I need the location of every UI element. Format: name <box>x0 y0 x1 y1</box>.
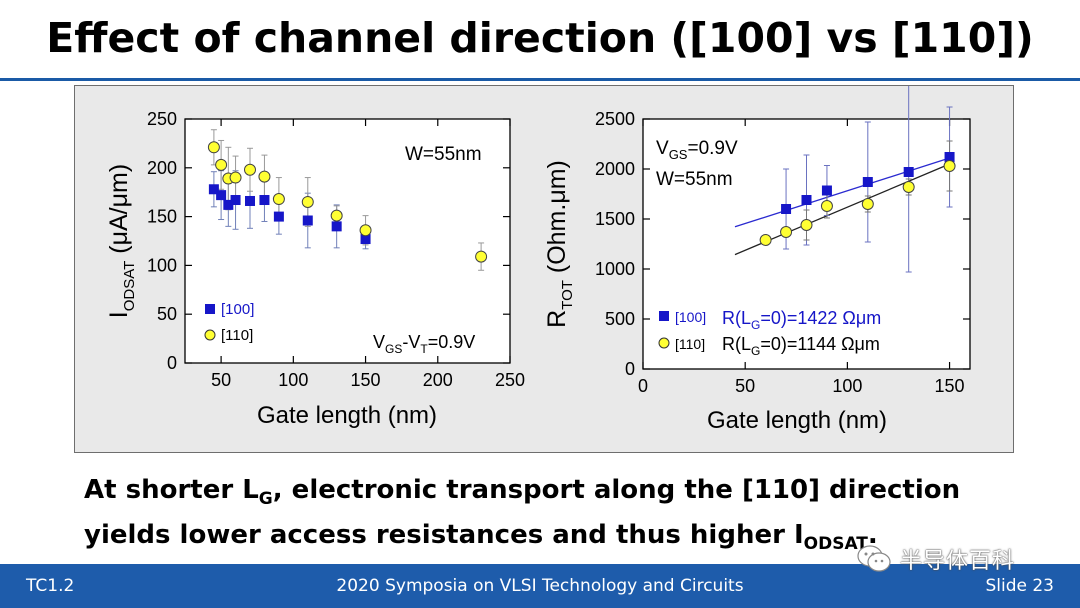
y-axis-label: IODSAT (μA/μm) <box>105 164 138 318</box>
data-point-100 <box>781 204 792 214</box>
data-point-110 <box>244 163 256 176</box>
figure-panel: 50 100 150 200 250 0 50 100 150 200 250 Gate lengt… <box>74 85 1014 453</box>
data-point-110 <box>272 193 285 206</box>
x-tick-label: 200 <box>423 370 453 390</box>
x-tick-label: 50 <box>735 376 755 396</box>
data-point-100 <box>801 195 812 205</box>
y-tick-label: 1000 <box>595 259 635 279</box>
footer-bar: TC1.2 2020 Symposia on VLSI Technology a… <box>0 564 1080 608</box>
y-tick-label: 2000 <box>595 159 635 179</box>
data-point-110 <box>800 219 813 231</box>
y-tick-label: 0 <box>167 353 177 373</box>
data-point-100 <box>821 185 832 196</box>
data-point-110 <box>359 224 372 237</box>
data-point-100 <box>208 184 219 195</box>
x-tick-label: 100 <box>278 370 308 390</box>
data-point-100 <box>862 177 873 187</box>
data-point-110 <box>943 160 956 172</box>
y-tick-label: 200 <box>147 158 177 178</box>
data-point-110 <box>861 198 874 210</box>
watermark-text: 半导体百科 <box>900 549 1016 574</box>
data-point-100 <box>216 190 227 201</box>
data-point-110 <box>215 158 228 171</box>
axis-ticks: 50 100 150 200 250 0 50 100 150 200 250 <box>147 109 525 390</box>
x-tick-label: 150 <box>351 370 381 390</box>
data-point-100 <box>360 234 371 245</box>
data-point-100 <box>331 221 342 232</box>
x-axis-label: Gate length (nm) <box>707 407 887 434</box>
data-point-100 <box>944 152 955 162</box>
data-points <box>759 86 956 273</box>
data-point-100 <box>230 195 241 206</box>
y-tick-label: 150 <box>147 207 177 227</box>
data-points <box>207 129 488 271</box>
data-point-100 <box>302 215 313 226</box>
width-annotation: W=55nm <box>656 169 733 190</box>
data-point-110 <box>780 226 793 238</box>
data-point-110 <box>207 141 220 154</box>
x-tick-label: 250 <box>495 370 525 390</box>
x-tick-label: 100 <box>832 376 862 396</box>
y-tick-label: 0 <box>625 359 635 379</box>
conclusion-text: At shorter LG, electronic transport alon… <box>84 472 1044 562</box>
data-point-110 <box>902 181 915 193</box>
plot-frame <box>184 118 511 364</box>
legend: [100] R(LG=0)=1422 Ωμm [110] R(LG=0)=114… <box>658 308 881 358</box>
legend-tag-110: [110] <box>675 336 705 352</box>
wechat-icon <box>857 545 891 572</box>
legend: [100] [110] <box>204 301 254 344</box>
footer-session-id: TC1.2 <box>26 576 75 596</box>
data-point-110 <box>229 171 242 184</box>
y-tick-label: 100 <box>147 255 177 275</box>
y-tick-label: 50 <box>157 304 177 324</box>
data-point-110 <box>301 195 314 208</box>
x-tick-label: 150 <box>935 376 965 396</box>
x-axis-label: Gate length (nm) <box>257 402 437 429</box>
data-point-110 <box>258 170 271 183</box>
data-point-110 <box>475 250 488 263</box>
title-underline <box>0 78 1080 81</box>
legend-label-100: R(LG=0)=1422 Ωμm <box>722 308 881 332</box>
data-point-110 <box>820 200 833 212</box>
y-tick-label: 250 <box>147 109 177 129</box>
y-tick-label: 1500 <box>595 209 635 229</box>
bias-annotation: VGS=0.9V <box>656 138 738 162</box>
legend-marker-110 <box>658 337 670 349</box>
fit-line-100 <box>734 157 950 228</box>
legend-tag-100: [100] <box>675 309 706 325</box>
data-point-100 <box>903 167 914 177</box>
data-point-100 <box>223 199 234 210</box>
slide-title: Effect of channel direction ([100] vs [1… <box>46 14 1034 62</box>
y-tick-label: 2500 <box>595 109 635 129</box>
bias-annotation: VGS-VT=0.9V <box>373 332 475 356</box>
y-tick-label: 500 <box>605 309 635 329</box>
data-point-100 <box>259 195 270 206</box>
data-point-110 <box>330 209 343 222</box>
legend-label-110: [110] <box>221 327 253 344</box>
conclusion-line-2: yields lower access resistances and thus… <box>84 520 878 555</box>
data-point-110 <box>759 234 772 246</box>
x-tick-label: 0 <box>638 376 648 396</box>
y-axis-label: RTOT (Ohm.μm) <box>543 160 576 328</box>
watermark: 半导体百科 <box>856 540 1015 578</box>
legend-marker-100 <box>205 304 215 314</box>
iodsat-chart: 50 100 150 200 250 0 50 100 150 200 250 Gate lengt… <box>105 109 525 429</box>
legend-marker-100 <box>659 311 669 321</box>
data-point-100 <box>273 211 284 222</box>
width-annotation: W=55nm <box>405 144 482 165</box>
footer-conference: 2020 Symposia on VLSI Technology and Cir… <box>336 576 744 596</box>
footer-slide-number: Slide 23 <box>985 576 1054 596</box>
legend-label-100: [100] <box>221 301 254 318</box>
legend-label-110: R(LG=0)=1144 Ωμm <box>722 334 880 358</box>
legend-marker-110 <box>204 329 216 341</box>
plot-area <box>184 118 511 364</box>
x-tick-label: 50 <box>211 370 231 390</box>
data-point-100 <box>245 195 255 206</box>
conclusion-line-1: At shorter LG, electronic transport alon… <box>84 475 961 510</box>
